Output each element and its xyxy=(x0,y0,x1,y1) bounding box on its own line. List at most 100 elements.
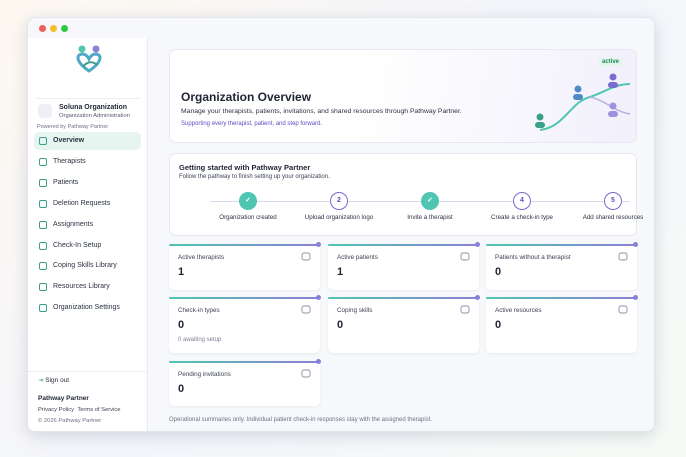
nav-item[interactable]: Deletion Requests xyxy=(34,195,141,213)
powered-by: Powered by Pathway Partner xyxy=(37,124,109,130)
accent-dot xyxy=(316,359,321,364)
stat-value: 0 xyxy=(178,383,185,395)
nav-item[interactable]: Assignments xyxy=(34,216,141,234)
stat-label: Patients without a therapist xyxy=(495,254,571,261)
stat-card: Pending invitations 0 xyxy=(169,359,321,406)
step-label: Organization created xyxy=(219,214,277,221)
stat-value: 1 xyxy=(178,266,185,278)
org-icon xyxy=(38,104,52,118)
stat-card: Check-in types 0 0 awaiting setup xyxy=(169,295,321,353)
stat-card: Active resources 0 xyxy=(486,295,638,353)
step-marker: 2 xyxy=(330,192,348,210)
stat-icon xyxy=(618,252,628,261)
tagline: Supporting every therapist, patient, and… xyxy=(181,121,323,127)
hero-card: active Organization Overview Manage your… xyxy=(169,49,637,143)
step-marker: 4 xyxy=(513,192,531,210)
nav-item[interactable]: Overview xyxy=(34,132,141,150)
stat-value: 0 xyxy=(495,266,502,278)
nav-item[interactable]: Check-In Setup xyxy=(34,237,141,255)
stat-note: 0 awaiting setup xyxy=(178,337,222,343)
nav-label[interactable]: Patients xyxy=(53,178,79,186)
step-marker: 5 xyxy=(604,192,622,210)
terms-link[interactable]: Terms of Service xyxy=(77,407,121,413)
step: ✓ Organization created xyxy=(203,192,293,232)
nav-item[interactable]: Coping Skills Library xyxy=(34,257,141,275)
nav-label[interactable]: Coping Skills Library xyxy=(53,262,117,270)
stat-card: Coping skills 0 xyxy=(328,295,480,353)
step-marker: ✓ xyxy=(421,192,439,210)
accent-dot xyxy=(475,242,480,247)
card-accent xyxy=(169,361,320,363)
card-accent xyxy=(486,297,637,299)
stat-icon xyxy=(301,252,311,261)
nav-item[interactable]: Therapists xyxy=(34,153,141,171)
stat-label: Active patients xyxy=(337,254,378,261)
org-role: Organization Administration xyxy=(59,113,130,119)
step: 5 Add shared resources xyxy=(568,192,654,232)
nav-item[interactable]: Organization Settings xyxy=(34,299,141,317)
nav-label[interactable]: Deletion Requests xyxy=(53,199,111,207)
sidebar: Soluna Organization Organization Adminis… xyxy=(28,38,148,431)
card-accent xyxy=(328,297,479,299)
stat-label: Active therapists xyxy=(178,254,225,261)
nav-label[interactable]: Organization Settings xyxy=(53,304,120,312)
nav-item[interactable]: Patients xyxy=(34,174,141,192)
card-accent xyxy=(169,297,320,299)
accent-dot xyxy=(316,295,321,300)
stat-card: Patients without a therapist 0 xyxy=(486,242,638,290)
onboarding-subtitle: Follow the pathway to finish setting up … xyxy=(179,174,330,180)
minimize-dot[interactable] xyxy=(50,25,57,32)
stat-icon xyxy=(618,305,628,314)
step: 4 Create a check-in type xyxy=(477,192,567,232)
privacy-link[interactable]: Privacy Policy xyxy=(38,407,75,413)
logo xyxy=(76,45,102,73)
nav-label[interactable]: Resources Library xyxy=(53,283,110,291)
stat-value: 0 xyxy=(495,319,502,331)
card-accent xyxy=(486,244,637,246)
nav-label[interactable]: Therapists xyxy=(53,157,86,165)
stat-icon xyxy=(460,252,470,261)
step-label: Create a check-in type xyxy=(491,214,553,221)
stat-card: Active patients 1 xyxy=(328,242,480,290)
stat-label: Active resources xyxy=(495,307,542,314)
nav-label[interactable]: Overview xyxy=(53,137,85,144)
stat-label: Coping skills xyxy=(337,307,373,314)
stat-label: Pending invitations xyxy=(178,371,231,378)
stat-icon xyxy=(460,305,470,314)
onboarding-title: Getting started with Pathway Partner xyxy=(179,163,311,172)
page-title: Organization Overview xyxy=(181,90,312,104)
step-label: Add shared resources xyxy=(582,214,644,221)
stat-card: Active therapists 1 xyxy=(169,242,321,290)
step: 2 Upload organization logo xyxy=(294,192,384,232)
status-badge: active xyxy=(598,58,624,66)
nav-label[interactable]: Assignments xyxy=(53,220,94,228)
org-name: Soluna Organization xyxy=(59,104,128,111)
sign-out-label[interactable]: Sign out xyxy=(45,377,70,384)
card-accent xyxy=(328,244,479,246)
stat-value: 1 xyxy=(337,266,344,278)
accent-dot xyxy=(475,295,480,300)
step-marker: ✓ xyxy=(239,192,257,210)
stat-icon xyxy=(301,369,311,378)
accent-dot xyxy=(633,295,638,300)
step-label: Invite a therapist xyxy=(407,214,453,221)
stat-icon xyxy=(301,305,311,314)
onboarding-card: Getting started with Pathway Partner Fol… xyxy=(169,153,643,236)
browser-window: Soluna Organization Organization Adminis… xyxy=(27,17,655,432)
stat-value: 0 xyxy=(337,319,344,331)
nav-label[interactable]: Check-In Setup xyxy=(53,241,102,249)
page-description: Manage your therapists, patients, invita… xyxy=(181,108,462,115)
sign-out[interactable]: ⇥ Sign out xyxy=(38,377,70,384)
accent-dot xyxy=(633,242,638,247)
copyright: © 2026 Pathway Partner xyxy=(38,418,102,424)
zoom-dot[interactable] xyxy=(61,25,68,32)
stat-label: Check-in types xyxy=(178,307,220,314)
accent-dot xyxy=(316,242,321,247)
card-accent xyxy=(169,244,320,246)
step: ✓ Invite a therapist xyxy=(385,192,475,232)
pathway-illustration xyxy=(535,73,631,131)
nav-item[interactable]: Resources Library xyxy=(34,278,141,296)
close-dot[interactable] xyxy=(39,25,46,32)
stat-value: 0 xyxy=(178,319,185,331)
